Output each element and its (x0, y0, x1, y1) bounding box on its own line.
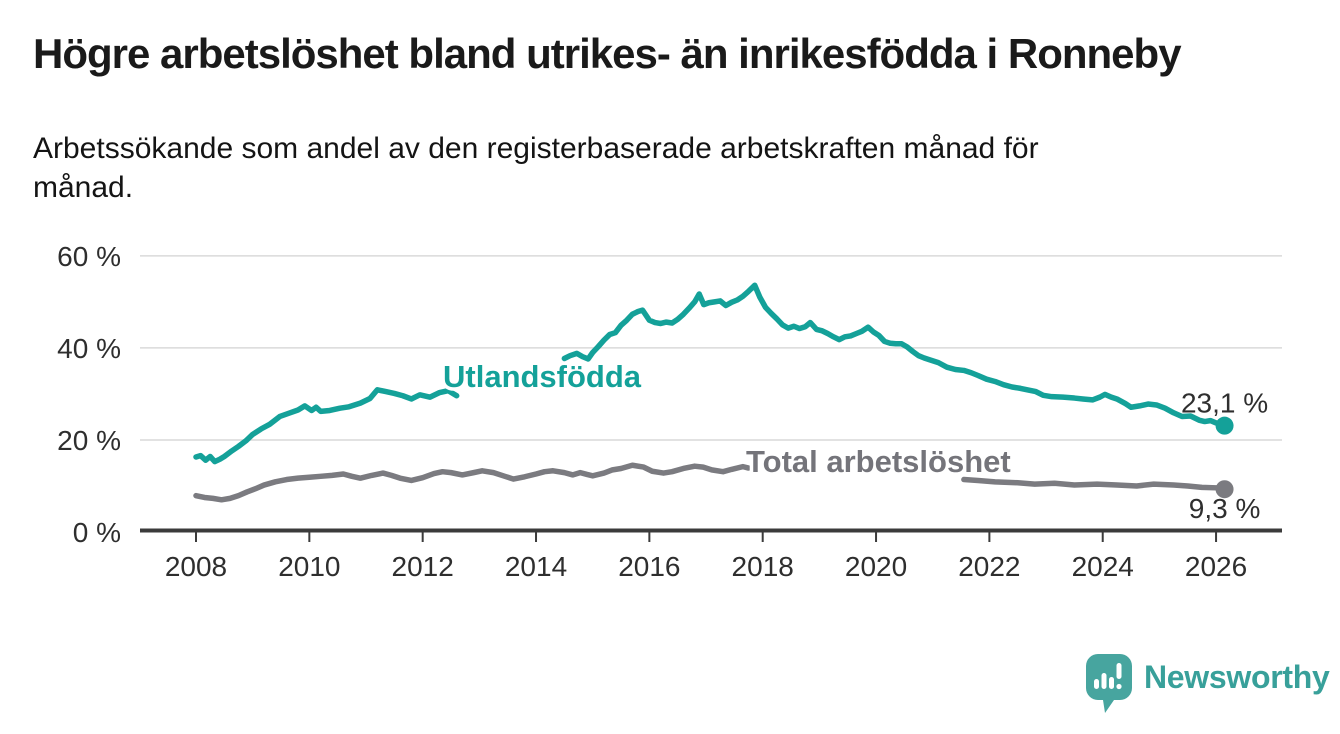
logo-exclamation-stem (1116, 663, 1122, 679)
x-tick-label-2010: 2010 (278, 551, 340, 582)
y-tick-label-0: 0 % (73, 517, 121, 548)
y-tick-label-60: 60 % (57, 241, 121, 272)
x-tick-label-2012: 2012 (392, 551, 454, 582)
series-line-total-seg1 (961, 476, 1228, 492)
logo-bar-1 (1094, 679, 1099, 689)
x-tick-label-2020: 2020 (845, 551, 907, 582)
chart-title: Högre arbetslöshet bland utrikes- än inr… (33, 30, 1182, 77)
newsworthy-logo: Newsworthy (1084, 652, 1330, 714)
series-line-utlandsfodda-seg1 (561, 282, 1228, 429)
axis-layer: 2008 2010 2012 2014 2016 2018 2020 2022 2024 2026… (57, 241, 1282, 582)
end-value-label-total-arbetsloshet: 9,3 % (1189, 493, 1261, 524)
chart-subtitle: Arbetssökande som andel av den registerb… (33, 129, 1039, 207)
newsworthy-bubble-chart-icon (1086, 654, 1132, 713)
series-layer (193, 282, 1234, 503)
chart-subtitle-line1: Arbetssökande som andel av den registerb… (33, 132, 1039, 165)
x-tick-label-2022: 2022 (958, 551, 1020, 582)
x-tick-label-2014: 2014 (505, 551, 567, 582)
label-layer: Utlandsfödda Total arbetslöshet 23,1 % 9… (440, 356, 1269, 525)
x-tick-label-2026: 2026 (1185, 551, 1247, 582)
series-line-utlandsfodda-seg0 (193, 387, 460, 465)
logo-bar-3 (1109, 677, 1114, 689)
series-end-dot-utlandsfodda (1215, 416, 1234, 435)
series-end-dot-total (1215, 480, 1234, 499)
x-tick-label-2024: 2024 (1072, 551, 1134, 582)
x-tick-label-2016: 2016 (618, 551, 680, 582)
series-line-total-seg0 (193, 462, 752, 503)
chart-subtitle-line2: månad. (33, 171, 134, 204)
x-tick-label-2018: 2018 (732, 551, 794, 582)
x-tick-label-2008: 2008 (165, 551, 227, 582)
grid-layer (140, 255, 1282, 441)
end-value-label-utlandsfodda: 23,1 % (1181, 388, 1268, 419)
series-label-total-arbetsloshet: Total arbetslöshet (746, 444, 1011, 479)
y-tick-label-40: 40 % (57, 333, 121, 364)
logo-exclamation-dot (1116, 683, 1122, 690)
logo-bar-2 (1101, 673, 1107, 689)
series-label-utlandsfodda: Utlandsfödda (443, 359, 642, 394)
newsworthy-logo-text: Newsworthy (1144, 659, 1330, 695)
y-tick-label-20: 20 % (57, 425, 121, 456)
